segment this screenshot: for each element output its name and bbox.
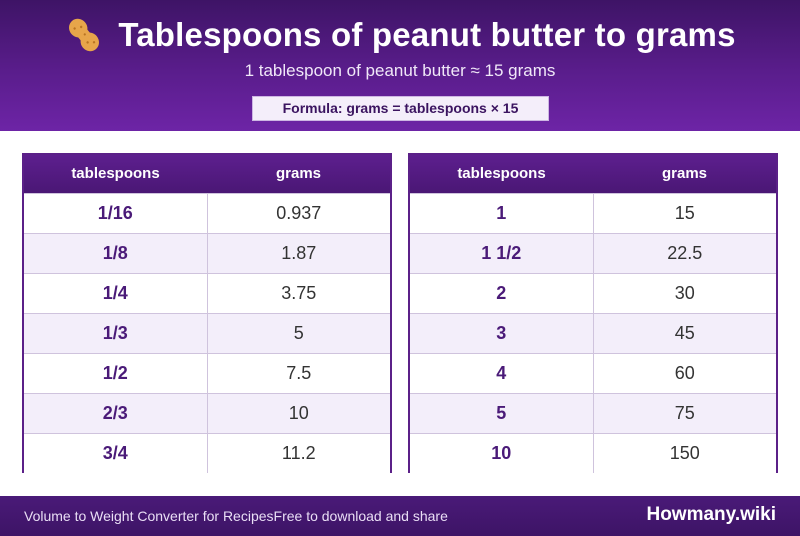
tablespoons-cell: 2 bbox=[410, 272, 594, 313]
grams-cell: 5 bbox=[207, 312, 390, 353]
title-row: Tablespoons of peanut butter to grams bbox=[0, 14, 800, 56]
page-subtitle: 1 tablespoon of peanut butter ≈ 15 grams bbox=[244, 61, 556, 80]
table-row: 1/4 3.75 bbox=[24, 272, 390, 313]
table-row: 2/3 10 bbox=[24, 392, 390, 433]
column-header-tablespoons: tablespoons bbox=[24, 155, 207, 193]
column-header-grams: grams bbox=[207, 155, 390, 193]
tablespoons-cell: 4 bbox=[410, 352, 594, 393]
tablespoons-cell: 1/8 bbox=[24, 232, 208, 273]
tablespoons-cell: 5 bbox=[410, 392, 594, 433]
grams-cell: 75 bbox=[593, 392, 776, 433]
conversion-table-left: tablespoons grams 1/16 0.937 1/8 1.87 1/… bbox=[22, 153, 392, 473]
table-row: 1/2 7.5 bbox=[24, 352, 390, 393]
brand-logo-text[interactable]: Howmany.wiki bbox=[646, 504, 776, 525]
page-title: Tablespoons of peanut butter to grams bbox=[118, 16, 736, 53]
table-row: 1/3 5 bbox=[24, 312, 390, 353]
tablespoons-cell: 1/16 bbox=[24, 192, 208, 233]
footer-tagline: Volume to Weight Converter for RecipesFr… bbox=[24, 508, 448, 524]
table-row: 1 1/2 22.5 bbox=[410, 232, 776, 273]
table-header-row: tablespoons grams bbox=[24, 155, 390, 193]
grams-cell: 1.87 bbox=[207, 232, 390, 273]
grams-cell: 45 bbox=[593, 312, 776, 353]
tablespoons-cell: 1 1/2 bbox=[410, 232, 594, 273]
table-row: 10 150 bbox=[410, 432, 776, 473]
tablespoons-cell: 2/3 bbox=[24, 392, 208, 433]
grams-cell: 60 bbox=[593, 352, 776, 393]
tablespoons-cell: 10 bbox=[410, 432, 594, 473]
table-row: 3 45 bbox=[410, 312, 776, 353]
footer-bar: Volume to Weight Converter for RecipesFr… bbox=[0, 496, 800, 536]
grams-cell: 3.75 bbox=[207, 272, 390, 313]
tablespoons-cell: 3 bbox=[410, 312, 594, 353]
grams-cell: 10 bbox=[207, 392, 390, 433]
grams-cell: 7.5 bbox=[207, 352, 390, 393]
table-row: 1 15 bbox=[410, 192, 776, 233]
table-row: 2 30 bbox=[410, 272, 776, 313]
table-header-row: tablespoons grams bbox=[410, 155, 776, 193]
tablespoons-cell: 1 bbox=[410, 192, 594, 233]
tablespoons-cell: 1/4 bbox=[24, 272, 208, 313]
tablespoons-cell: 1/3 bbox=[24, 312, 208, 353]
table-row: 1/16 0.937 bbox=[24, 192, 390, 233]
peanut-icon bbox=[64, 15, 104, 55]
header-banner: Tablespoons of peanut butter to grams 1 … bbox=[0, 0, 800, 131]
conversion-table-right: tablespoons grams 1 15 1 1/2 22.5 2 30 3… bbox=[408, 153, 778, 473]
column-header-grams: grams bbox=[593, 155, 776, 193]
tablespoons-cell: 1/2 bbox=[24, 352, 208, 393]
table-row: 1/8 1.87 bbox=[24, 232, 390, 273]
formula-badge: Formula: grams = tablespoons × 15 bbox=[252, 96, 549, 121]
tablespoons-cell: 3/4 bbox=[24, 432, 208, 473]
grams-cell: 150 bbox=[593, 432, 776, 473]
table-row: 5 75 bbox=[410, 392, 776, 433]
table-row: 4 60 bbox=[410, 352, 776, 393]
grams-cell: 30 bbox=[593, 272, 776, 313]
grams-cell: 22.5 bbox=[593, 232, 776, 273]
grams-cell: 0.937 bbox=[207, 192, 390, 233]
column-header-tablespoons: tablespoons bbox=[410, 155, 593, 193]
grams-cell: 11.2 bbox=[207, 432, 390, 473]
table-row: 3/4 11.2 bbox=[24, 432, 390, 473]
grams-cell: 15 bbox=[593, 192, 776, 233]
